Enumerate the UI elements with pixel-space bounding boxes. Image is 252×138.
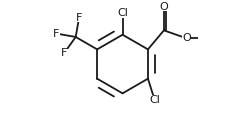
FancyBboxPatch shape — [159, 2, 167, 11]
Text: F: F — [61, 48, 67, 58]
Text: O: O — [181, 33, 190, 43]
FancyBboxPatch shape — [76, 14, 82, 22]
FancyBboxPatch shape — [182, 34, 190, 43]
FancyBboxPatch shape — [115, 8, 129, 18]
Text: Cl: Cl — [117, 8, 128, 18]
Text: Cl: Cl — [149, 95, 160, 105]
FancyBboxPatch shape — [53, 30, 59, 38]
FancyBboxPatch shape — [61, 49, 67, 57]
Text: O: O — [159, 2, 168, 12]
Text: F: F — [53, 29, 59, 39]
Text: F: F — [76, 13, 82, 23]
FancyBboxPatch shape — [147, 95, 161, 105]
